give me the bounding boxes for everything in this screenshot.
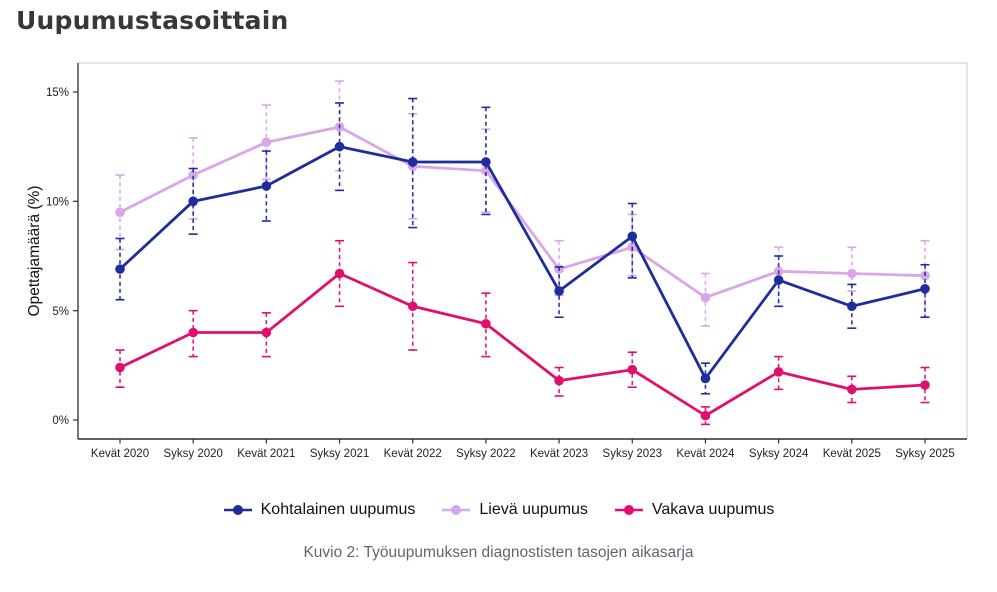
data-point (115, 207, 125, 218)
data-point (261, 327, 272, 338)
y-tick-label: 15% (46, 87, 69, 99)
data-point (407, 301, 418, 312)
data-point (115, 362, 125, 373)
data-point (773, 367, 784, 377)
data-point (847, 384, 857, 395)
legend-label: Vakava uupumus (651, 501, 775, 518)
x-tick-label: Kevät 2020 (91, 448, 149, 460)
data-point (847, 301, 857, 312)
x-tick-label: Syksy 2023 (603, 448, 662, 460)
data-point (920, 283, 930, 294)
x-tick-label: Kevät 2024 (676, 448, 735, 460)
legend-label: Lievä uupumus (479, 501, 588, 518)
data-point (773, 275, 784, 285)
x-tick-label: Syksy 2021 (310, 448, 369, 460)
legend-label: Kohtalainen uupumus (260, 501, 416, 518)
legend-marker-icon (614, 505, 643, 515)
data-point (554, 286, 564, 296)
x-tick-label: Kevät 2023 (530, 448, 588, 460)
x-tick-label: Kevät 2022 (384, 448, 442, 460)
data-point (334, 268, 345, 279)
data-point (554, 375, 564, 386)
series-line (118, 272, 927, 418)
y-axis-title: Opettajamäärä (%) (26, 186, 43, 317)
data-point (700, 292, 711, 303)
series-line (118, 145, 927, 380)
data-point (188, 170, 198, 180)
data-point (627, 231, 638, 242)
x-tick-label: Syksy 2024 (749, 448, 809, 460)
data-point (407, 157, 418, 167)
data-point (115, 264, 125, 274)
data-point (627, 364, 638, 375)
data-point (261, 181, 272, 191)
data-point (188, 196, 198, 207)
x-tick-label: Syksy 2022 (456, 448, 515, 460)
chart-legend: Kohtalainen uupumus Lievä uupumus Vakava u… (0, 494, 997, 526)
chart-caption: Kuvio 2: Työuupumuksen diagnostisten tas… (303, 544, 694, 561)
data-point (334, 141, 345, 152)
legend-marker-icon (442, 505, 471, 515)
y-tick-label: 0% (52, 415, 69, 427)
data-point (481, 318, 491, 329)
x-tick-label: Kevät 2025 (823, 448, 881, 460)
series-vakava-uupumus (115, 239, 930, 426)
legend-marker-icon (223, 505, 252, 515)
y-axis: 0% 5% 10% 15% (46, 87, 78, 427)
y-tick-label: 10% (46, 197, 69, 209)
data-point (700, 373, 711, 384)
data-point (481, 157, 491, 167)
x-tick-label: Syksy 2025 (895, 448, 954, 460)
x-tick-label: Kevät 2021 (237, 448, 295, 460)
data-point (188, 327, 198, 338)
plot-panel (77, 62, 968, 440)
legend-item-kohtalainen-uupumus: Kohtalainen uupumus (223, 501, 416, 519)
data-point (700, 410, 711, 421)
legend-item-vakava-uupumus: Vakava uupumus (614, 501, 774, 519)
legend-item-liev-uupumus: Lievä uupumus (441, 501, 588, 519)
page-title: Uupumustasoittain (16, 6, 289, 35)
y-tick-label: 5% (52, 306, 69, 318)
data-point (261, 137, 272, 148)
data-point (847, 268, 857, 279)
data-point (920, 380, 930, 390)
series-line (118, 125, 927, 299)
x-axis: Kevät 2020 Syksy 2020 Kevät 2021 Syksy 2021… (91, 439, 955, 460)
timeseries-chart: 0% 5% 10% 15% Opettajamäärä (%) Kevät 2020 Syk… (26, 62, 968, 460)
x-tick-label: Syksy 2020 (163, 448, 222, 460)
series-kohtalainen-uupumus (115, 97, 930, 395)
